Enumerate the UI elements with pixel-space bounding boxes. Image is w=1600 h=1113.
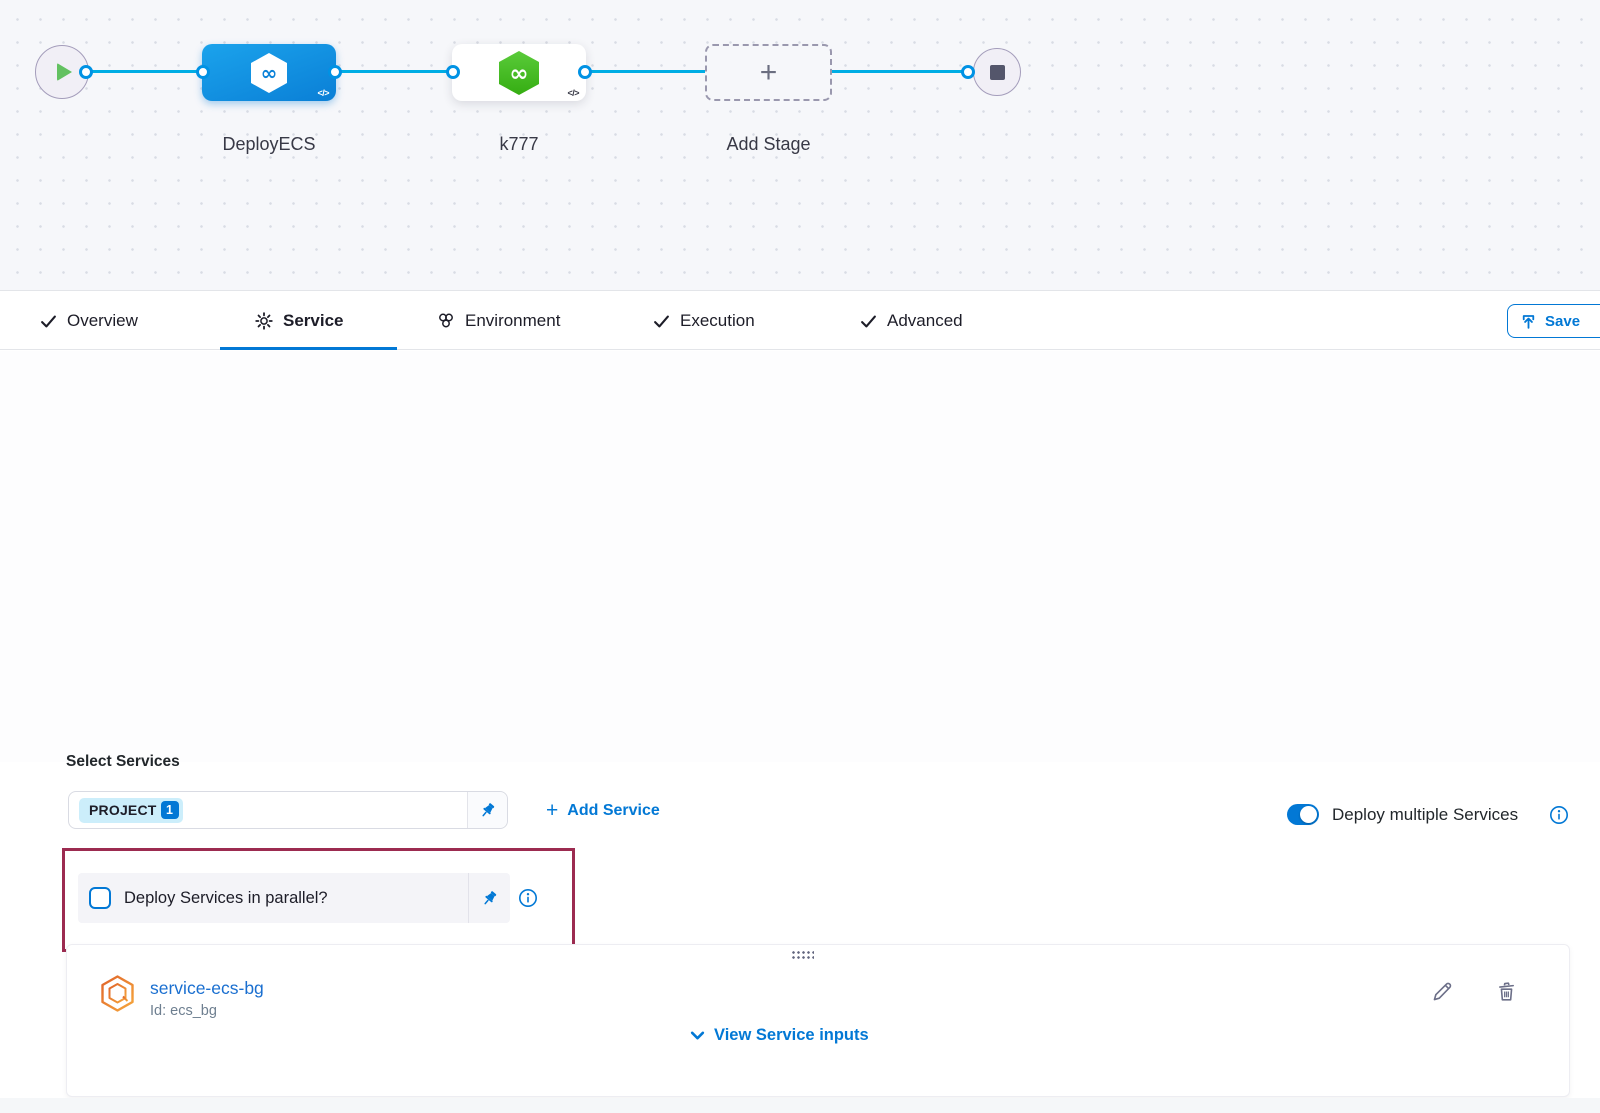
project-tag-count-badge: 1 [160, 801, 179, 819]
service-id-text: Id: ecs_bg [150, 1003, 217, 1019]
connector-port[interactable] [961, 65, 975, 79]
stage-label-deployecs: DeployECS [222, 134, 316, 154]
stage-node-deployecs[interactable]: ∞ </> [202, 44, 336, 101]
tab-label: Overview [67, 311, 138, 330]
tab-label: Environment [465, 311, 561, 330]
pin-icon [482, 802, 495, 816]
project-tag-label: PROJECT [89, 802, 157, 818]
upload-icon [1522, 314, 1535, 329]
project-tag[interactable]: PROJECT 1 [79, 797, 183, 823]
chevron-down-icon [690, 1031, 705, 1040]
view-service-inputs-button[interactable]: View Service inputs [690, 1026, 869, 1045]
service-name-link[interactable]: service-ecs-bg [150, 978, 264, 998]
pin-icon [484, 890, 497, 904]
check-icon [861, 315, 876, 327]
plus-icon: + [759, 55, 778, 89]
connector-port[interactable] [578, 65, 592, 79]
svg-text:∞: ∞ [261, 61, 278, 85]
edit-pencil-icon[interactable] [1431, 980, 1454, 1003]
tab-environment[interactable]: Environment [437, 292, 560, 350]
add-service-button[interactable]: + Add Service [546, 799, 660, 822]
connector-line [86, 70, 204, 73]
deploy-parallel-field: Deploy Services in parallel? [78, 873, 510, 923]
check-icon [41, 315, 56, 327]
harness-hexagon-icon: ∞ [251, 52, 287, 93]
tab-execution[interactable]: Execution [653, 292, 755, 350]
pin-button[interactable] [468, 873, 510, 923]
info-icon[interactable] [1549, 805, 1569, 825]
service-tab-panel: Select Services PROJECT 1 + Add Service … [0, 351, 1600, 1113]
code-icon: </> [317, 88, 329, 98]
stage-label-k777: k777 [499, 134, 539, 154]
plus-icon: + [546, 799, 559, 822]
pipeline-canvas[interactable]: ∞ </> ∞ </> + DeployECS k777 Add Stage [0, 0, 1600, 291]
stage-node-k777[interactable]: ∞ </> [452, 44, 586, 101]
stop-icon [989, 64, 1005, 80]
check-icon [654, 315, 669, 327]
tab-label: Execution [680, 311, 755, 330]
deploy-parallel-label: Deploy Services in parallel? [124, 888, 328, 907]
pin-button[interactable] [467, 792, 507, 828]
toggle-knob [1300, 806, 1317, 823]
tab-service[interactable]: Service [255, 292, 344, 350]
gear-icon [255, 312, 273, 330]
add-service-label: Add Service [567, 802, 660, 819]
svg-text:∞: ∞ [509, 61, 528, 87]
connector-port[interactable] [446, 65, 460, 79]
harness-hexagon-icon: ∞ [499, 50, 539, 95]
service-card: service-ecs-bg Id: ecs_bg View Service i… [66, 944, 1570, 1097]
deploy-parallel-checkbox[interactable] [89, 887, 111, 909]
code-icon: </> [567, 88, 579, 98]
tab-advanced[interactable]: Advanced [860, 292, 963, 350]
stage-config-tabbar: Overview Service Environment Execution [0, 292, 1600, 350]
connector-port[interactable] [79, 65, 93, 79]
save-button-label: Save [1545, 312, 1581, 330]
stage-label-add-stage: Add Stage [726, 134, 811, 154]
tab-label: Service [283, 311, 344, 330]
service-hexagon-icon [101, 975, 134, 1012]
connector-port[interactable] [196, 65, 210, 79]
active-tab-underline [220, 347, 397, 350]
connector-line [335, 70, 454, 73]
drag-handle-icon[interactable] [791, 950, 814, 960]
info-icon[interactable] [518, 888, 538, 908]
connector-port[interactable] [328, 65, 342, 79]
page-background-strip [0, 1098, 1600, 1113]
services-multiselect-input[interactable]: PROJECT 1 [68, 791, 508, 829]
deploy-multiple-services-label: Deploy multiple Services [1332, 805, 1519, 824]
connector-line [585, 70, 707, 73]
view-service-inputs-label: View Service inputs [714, 1026, 869, 1044]
save-button[interactable]: Save [1507, 304, 1600, 338]
delete-trash-icon[interactable] [1495, 980, 1518, 1003]
select-services-label: Select Services [66, 753, 180, 770]
play-icon [56, 63, 72, 81]
tab-overview[interactable]: Overview [40, 292, 138, 350]
environment-icon [439, 313, 453, 328]
add-stage-button[interactable]: + [705, 44, 832, 101]
connector-line [830, 70, 970, 73]
pipeline-end-node [973, 48, 1021, 96]
tab-label: Advanced [887, 311, 963, 330]
deploy-multiple-services-toggle[interactable] [1287, 804, 1319, 825]
